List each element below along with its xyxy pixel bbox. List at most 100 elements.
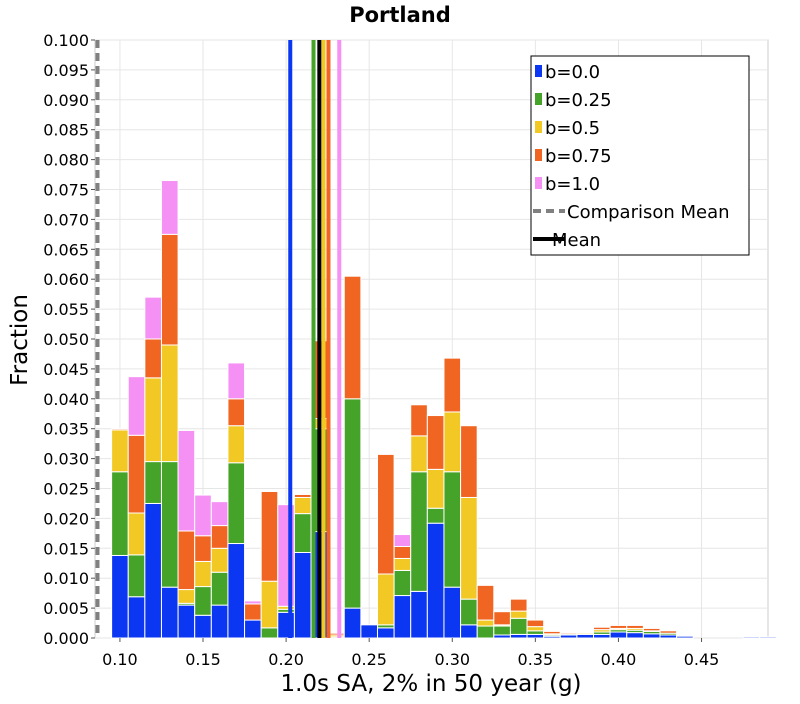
bar-segment-b-0-0 [293, 551, 312, 639]
legend-swatch [535, 149, 542, 161]
bar-segment-b-0-5 [111, 429, 129, 473]
bar-segment-b-0-0 [460, 624, 478, 639]
legend-label: Comparison Mean [567, 202, 730, 223]
legend-label: b=0.0 [545, 62, 600, 83]
bar-segment-b-0-75 [460, 425, 478, 498]
bar-segment-b-0-0 [593, 633, 611, 639]
legend-label: b=0.75 [545, 146, 612, 167]
bar-segment-b-0-25 [443, 471, 462, 588]
bar-segment-b-0-0 [426, 522, 445, 639]
bar-segment-b-1-0 [177, 429, 196, 532]
x-tick-label: 0.20 [268, 650, 304, 669]
bar-segment-b-0-0 [127, 596, 146, 639]
bar-segment-b-0-0 [244, 619, 262, 639]
bar-segment-b-0-5 [127, 512, 146, 556]
bar-segment-b-0-25 [227, 462, 246, 545]
bar-segment-b-0-75 [260, 490, 279, 582]
bar-segment-b-0-5 [210, 547, 229, 573]
bar-segment-b-0-0 [227, 543, 246, 639]
y-tick-label: 0.005 [43, 599, 89, 618]
bar-segment-b-0-75 [244, 603, 262, 621]
bar-segment-b-0-75 [593, 626, 611, 631]
bar-segment-b-0-5 [227, 425, 246, 464]
bar-segment-b-0-25 [160, 461, 179, 588]
bar-segment-b-0-0 [626, 632, 644, 639]
bar-segment-b-0-0 [576, 633, 595, 639]
bar-segment-b-0-0 [642, 633, 661, 639]
legend-box [530, 55, 750, 256]
bar-segment-b-0-75 [609, 624, 628, 629]
bar-segment-b-0-75 [393, 546, 412, 559]
bar-segment-b-0-5 [144, 377, 162, 463]
bar-segment-b-0-0 [177, 604, 196, 639]
bar-segment-b-0-0 [393, 595, 412, 639]
y-tick-label: 0.010 [43, 569, 89, 588]
bar-segment-b-0-0 [144, 502, 162, 639]
bar-segment-b-0-25 [210, 571, 229, 606]
x-axis-label: 1.0s SA, 2% in 50 year (g) [280, 671, 581, 697]
bar-segment-b-0-0 [210, 604, 229, 639]
legend-items: b=0.0 b=0.25 b=0.5 b=0.75 b=1.0 Comparison Me… [533, 62, 730, 251]
y-tick-label: 0.060 [43, 270, 89, 289]
bar-segment-b-0-0 [194, 614, 212, 639]
bar-segment-b-0-0 [676, 635, 694, 639]
y-tick-label: 0.030 [43, 450, 89, 469]
legend: b=0.0 b=0.25 b=0.5 b=0.75 b=1.0 Comparison Me… [530, 55, 750, 256]
legend-label: b=0.5 [545, 118, 600, 139]
bar-segment-b-0-25 [460, 598, 478, 626]
bar-segment-b-0-25 [144, 461, 162, 504]
bar-segment-b-1-0 [144, 296, 162, 340]
bar-segment-b-1-0 [194, 494, 212, 537]
y-tick-label: 0.075 [43, 181, 89, 200]
bar-segment-b-0-5 [260, 580, 279, 629]
bar-segment-b-0-75 [210, 525, 229, 549]
bar-segment-b-0-0 [759, 636, 777, 639]
x-tick-label: 0.15 [185, 650, 221, 669]
bar-segment-b-1-0 [244, 600, 262, 605]
legend-swatch [535, 93, 542, 105]
legend-swatch [535, 121, 542, 133]
bar-segment-b-0-75 [127, 434, 146, 514]
bar-segment-b-0-5 [576, 632, 595, 635]
bar-segment-b-0-25 [293, 513, 312, 553]
bar-segment-b-0-5 [160, 344, 179, 463]
bar-segment-b-1-0 [227, 362, 246, 400]
bar-segment-b-0-25 [526, 630, 545, 635]
x-tick-label: 0.25 [351, 650, 387, 669]
y-tick-label: 0.015 [43, 539, 89, 558]
bar-segment-b-0-75 [376, 453, 395, 575]
bar-segment-b-1-0 [210, 501, 229, 527]
bar-segment-b-0-0 [609, 631, 628, 639]
x-tick-label: 0.10 [102, 650, 138, 669]
bar-segment-b-0-5 [509, 610, 528, 619]
bar-segment-b-0-5 [293, 496, 312, 515]
x-tick-label: 0.40 [601, 650, 637, 669]
bar-segment-b-1-0 [393, 534, 412, 548]
bar-segment-b-0-25 [127, 554, 146, 598]
bar-segment-b-0-75 [111, 428, 129, 431]
bar-segment-b-0-25 [426, 507, 445, 524]
y-tick-label: 0.095 [43, 61, 89, 80]
bar-segment-b-0-5 [177, 589, 196, 604]
bar-segment-b-0-75 [476, 584, 495, 621]
bar-segment-b-0-75 [626, 624, 644, 629]
bar-segment-b-0-5 [476, 619, 495, 627]
legend-label: Mean [552, 230, 601, 251]
bar-segment-b-0-25 [493, 625, 511, 636]
bar-segment-b-0-5 [410, 435, 428, 473]
y-tick-label: 0.045 [43, 360, 89, 379]
bars-layer [111, 180, 777, 639]
x-axis-ticks: 0.10 0.15 0.20 0.25 0.30 0.35 0.40 0.45 [102, 638, 719, 669]
bar-segment-b-0-25 [393, 569, 412, 597]
bar-segment-b-0-75 [160, 233, 179, 346]
bar-segment-b-0-0 [410, 590, 428, 639]
legend-label: b=1.0 [545, 174, 600, 195]
x-tick-label: 0.45 [684, 650, 720, 669]
bar-segment-b-0-75 [227, 398, 246, 427]
y-tick-label: 0.100 [43, 31, 89, 50]
bar-segment-b-0-75 [194, 535, 212, 562]
y-tick-label: 0.080 [43, 151, 89, 170]
x-tick-label: 0.35 [518, 650, 554, 669]
bar-segment-b-0-75 [343, 275, 362, 400]
bar-segment-b-0-5 [460, 496, 478, 600]
